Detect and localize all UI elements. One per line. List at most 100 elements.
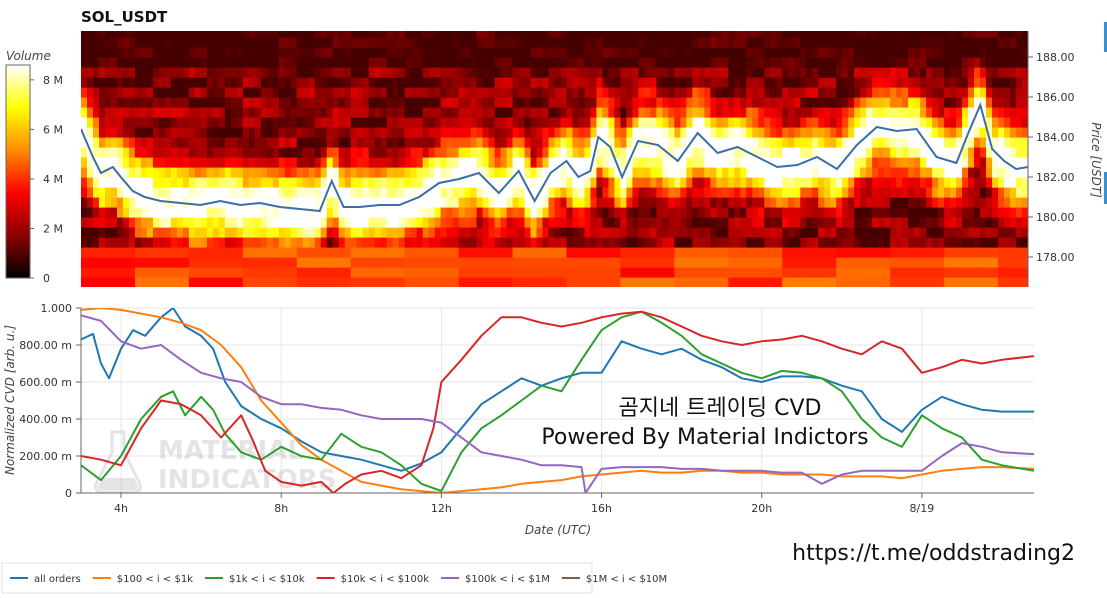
heatmap-cell (434, 77, 442, 88)
heatmap-cell (164, 31, 172, 38)
heatmap-cell (392, 117, 400, 128)
heatmap-cell (1004, 247, 1011, 258)
heatmap-cell (476, 257, 484, 268)
heatmap-cell (140, 227, 148, 238)
heatmap-cell (872, 147, 879, 158)
heatmap-cell (890, 87, 897, 98)
heatmap-cell (110, 137, 118, 148)
heatmap-cell (386, 257, 394, 268)
heatmap-cell (164, 117, 172, 128)
heatmap-cell (506, 167, 514, 178)
heatmap-cell (356, 77, 364, 88)
heatmap-cell (962, 247, 969, 258)
heatmap-cell (542, 117, 550, 128)
heatmap-cell (956, 197, 963, 208)
heatmap-cell (812, 187, 819, 198)
heatmap-cell (128, 167, 136, 178)
heatmap-cell (254, 97, 262, 108)
heatmap-cell (902, 217, 909, 228)
heatmap-cell (782, 157, 789, 168)
heatmap-cell (986, 257, 993, 268)
heatmap-cell (314, 277, 322, 287)
heatmap-cell (632, 47, 640, 58)
heatmap-cell (920, 277, 927, 287)
heatmap-cell (842, 31, 849, 38)
heatmap-cell (974, 97, 981, 108)
heatmap-cell (776, 127, 783, 138)
heatmap-cell (728, 37, 735, 48)
heatmap-cell (272, 217, 280, 228)
heatmap-cell (740, 97, 747, 108)
heatmap-cell (188, 217, 196, 228)
heatmap-cell (128, 137, 136, 148)
heatmap-cell (284, 147, 292, 158)
heatmap-cell (248, 207, 256, 218)
heatmap-cell (968, 217, 975, 228)
heatmap-cell (986, 67, 993, 78)
heatmap-cell (698, 47, 705, 58)
heatmap-cell (536, 157, 544, 168)
heatmap-cell (122, 67, 130, 78)
heatmap-cell (872, 87, 879, 98)
heatmap-cell (536, 257, 544, 268)
heatmap-cell (1016, 147, 1023, 158)
heatmap-cell (602, 277, 610, 287)
heatmap-cell (710, 87, 717, 98)
heatmap-cell (986, 247, 993, 258)
heatmap-cell (602, 257, 610, 268)
heatmap-cell (338, 117, 346, 128)
heatmap-cell (434, 117, 442, 128)
heatmap-cell (212, 207, 220, 218)
heatmap-cell (440, 87, 448, 98)
heatmap-cell (686, 47, 693, 58)
heatmap-cell (578, 227, 586, 238)
heatmap-cell (416, 97, 424, 108)
heatmap-cell (818, 247, 825, 258)
heatmap-cell (956, 277, 963, 287)
heatmap-cell (938, 257, 945, 268)
heatmap-cell (548, 31, 556, 38)
heatmap-cell (830, 207, 837, 218)
heatmap-cell (122, 197, 130, 208)
heatmap-cell (230, 267, 238, 278)
heatmap-cell (992, 157, 999, 168)
heatmap-cell (1004, 197, 1011, 208)
heatmap-cell (656, 197, 663, 208)
heatmap-cell (296, 137, 304, 148)
heatmap-cell (110, 167, 118, 178)
heatmap-cell (782, 57, 789, 68)
heatmap-cell (278, 167, 286, 178)
heatmap-cell (398, 107, 406, 118)
heatmap-cell (458, 237, 466, 248)
heatmap-cell (470, 237, 478, 248)
heatmap-cell (662, 157, 669, 168)
heatmap-cell (734, 57, 741, 68)
heatmap-cell (212, 31, 220, 38)
heatmap-cell (188, 277, 196, 287)
telegram-link[interactable]: https://t.me/oddstrading2 (792, 541, 1075, 566)
heatmap-cell (164, 167, 172, 178)
heatmap-cell (644, 187, 651, 198)
heatmap-cell (974, 67, 981, 78)
heatmap-cell (374, 107, 382, 118)
heatmap-cell (872, 67, 879, 78)
heatmap-cell (410, 167, 418, 178)
heatmap-cell (206, 97, 214, 108)
heatmap-cell (764, 217, 771, 228)
heatmap-cell (476, 107, 484, 118)
heatmap-cell (962, 127, 969, 138)
heatmap-cell (230, 67, 238, 78)
heatmap-cell (548, 107, 556, 118)
heatmap-cell (650, 267, 657, 278)
heatmap-cell (752, 237, 759, 248)
heatmap-cell (692, 57, 699, 68)
heatmap-cell (818, 57, 825, 68)
heatmap-cell (686, 31, 693, 38)
heatmap-cell (356, 267, 364, 278)
heatmap-cell (326, 187, 334, 198)
heatmap-cell (842, 97, 849, 108)
heatmap-cell (1010, 267, 1017, 278)
heatmap-cell (686, 207, 693, 218)
heatmap-cell (926, 77, 933, 88)
